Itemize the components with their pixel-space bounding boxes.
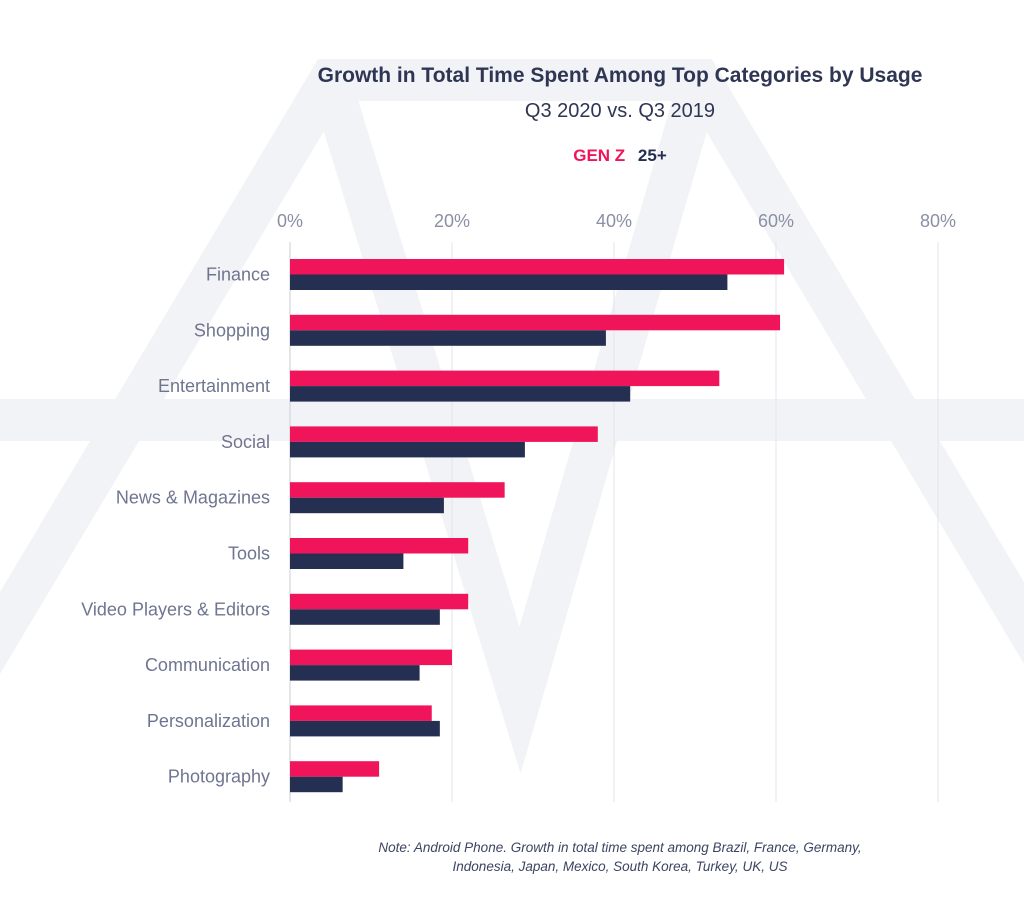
category-label: Photography — [168, 767, 270, 787]
x-tick-label: 60% — [758, 211, 794, 231]
bar-gen-z — [290, 538, 469, 554]
category-label: News & Magazines — [116, 488, 270, 508]
category-label: Finance — [206, 265, 270, 285]
x-tick-label: 40% — [596, 211, 632, 231]
bars — [290, 259, 785, 793]
legend-gen-z: GEN Z — [573, 146, 626, 165]
x-tick-label: 0% — [277, 211, 303, 231]
category-labels: Finance Shopping Entertainment Social News &… — [81, 265, 270, 787]
bar-25-plus — [290, 665, 420, 681]
bar-gen-z — [290, 426, 598, 442]
bar-gen-z — [290, 482, 505, 498]
bar-25-plus — [290, 274, 728, 290]
bar-gen-z — [290, 649, 452, 666]
category-label: Tools — [228, 544, 270, 564]
bar-25-plus — [290, 609, 440, 625]
category-label: Shopping — [194, 320, 270, 340]
bar-25-plus — [290, 330, 606, 346]
bar-gen-z — [290, 370, 720, 387]
bar-gen-z — [290, 314, 781, 331]
bar-gen-z — [290, 705, 432, 721]
legend: GEN Z 25+ — [230, 146, 1010, 166]
category-label: Communication — [145, 655, 270, 675]
footnote-line-1: Note: Android Phone. Growth in total tim… — [378, 840, 862, 855]
bar-25-plus — [290, 553, 404, 569]
bar-25-plus — [290, 776, 343, 793]
bar-25-plus — [290, 497, 444, 514]
chart-title: Growth in Total Time Spent Among Top Cat… — [317, 64, 923, 87]
footnote-line-2: Indonesia, Japan, Mexico, South Korea, T… — [452, 859, 788, 874]
category-label: Social — [221, 432, 270, 452]
bar-25-plus — [290, 386, 631, 402]
category-label: Personalization — [147, 711, 270, 731]
bar-chart: 0% 20% 40% 60% 80% Finance Shopping Entertainm… — [81, 211, 956, 802]
category-label: Video Players & Editors — [81, 599, 270, 619]
chart-subtitle: Q3 2020 vs. Q3 2019 — [524, 100, 716, 122]
bar-25-plus — [290, 720, 440, 737]
legend-25-plus: 25+ — [637, 146, 667, 165]
category-label: Entertainment — [158, 376, 270, 396]
bar-gen-z — [290, 259, 785, 275]
x-tick-labels: 0% 20% 40% 60% 80% — [277, 211, 956, 231]
x-tick-label: 20% — [434, 211, 470, 231]
bar-gen-z — [290, 761, 380, 777]
x-tick-label: 80% — [920, 211, 956, 231]
bar-gen-z — [290, 593, 469, 610]
footnote: Note: Android Phone. Growth in total tim… — [300, 838, 940, 876]
bar-25-plus — [290, 441, 525, 458]
